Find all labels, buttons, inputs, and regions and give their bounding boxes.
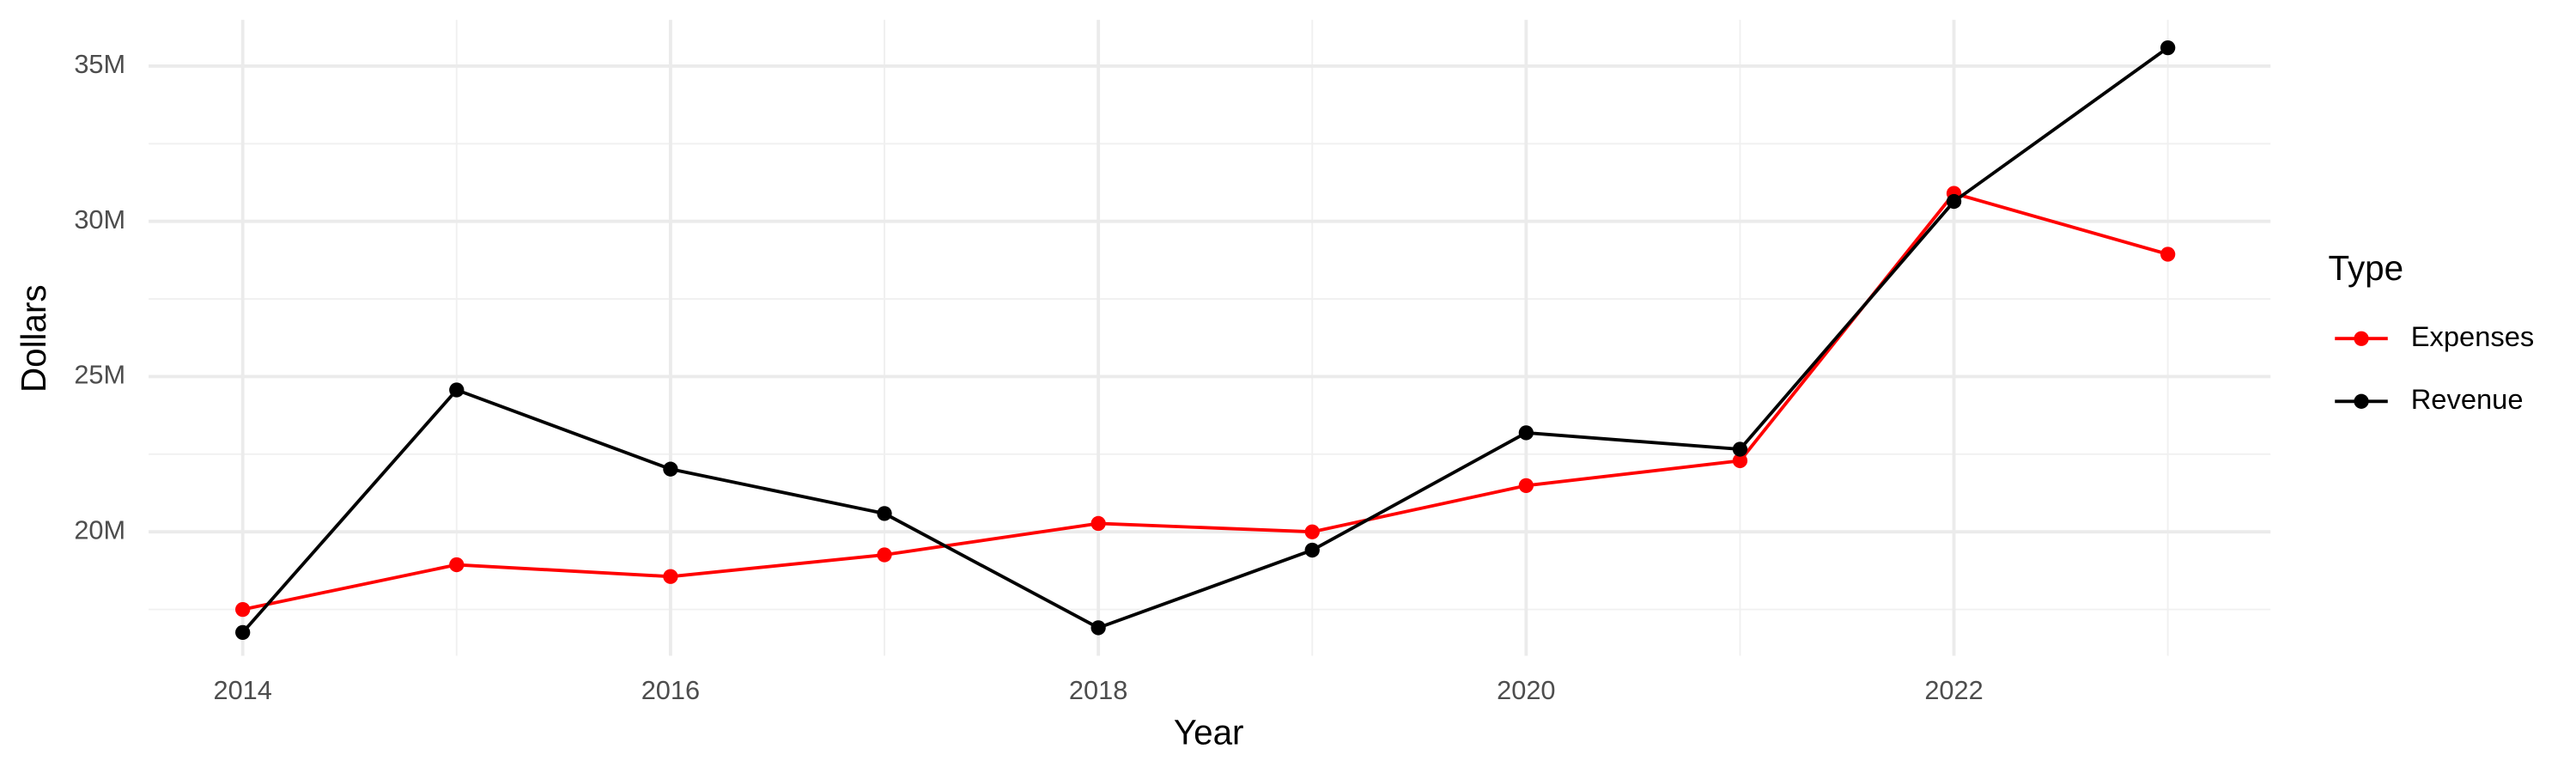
data-point: [663, 461, 678, 477]
legend-label: Expenses: [2411, 320, 2535, 352]
data-point: [1732, 441, 1748, 457]
x-tick-label: 2014: [213, 675, 271, 705]
legend-label: Revenue: [2411, 383, 2524, 415]
legend-key-point: [2354, 393, 2369, 409]
legend-title: Type: [2329, 248, 2404, 288]
data-point: [1091, 515, 1106, 532]
data-point: [663, 569, 678, 584]
series-line: [241, 46, 2169, 634]
y-tick-label: 20M: [74, 514, 125, 545]
y-axis-title: Dollars: [14, 284, 53, 393]
data-point: [449, 382, 465, 398]
legend-key-point: [2354, 331, 2369, 346]
x-tick-label: 2018: [1069, 675, 1127, 705]
data-point: [2160, 40, 2176, 56]
data-point: [1518, 478, 1534, 494]
series-line: [242, 191, 2169, 612]
data-point: [2160, 247, 2176, 262]
data-point: [1518, 425, 1534, 441]
y-tick-label: 35M: [74, 49, 125, 79]
y-tick-label: 30M: [74, 204, 125, 234]
x-tick-label: 2020: [1497, 675, 1555, 705]
data-point: [877, 506, 892, 521]
data-point: [1091, 620, 1106, 636]
data-point: [1732, 453, 1748, 469]
y-tick-label: 25M: [74, 360, 125, 390]
data-point: [235, 601, 251, 618]
data-point: [235, 624, 251, 641]
grid: 20M 25M 30M 35M 2014 2016 2018 2020 2022: [74, 20, 2271, 705]
x-axis-title: Year: [1174, 712, 1244, 752]
plot-area: [235, 40, 2176, 641]
x-tick-label: 2016: [641, 675, 700, 705]
data-point: [1946, 193, 1962, 210]
data-point: [877, 547, 892, 563]
legend: Expenses Revenue: [2335, 320, 2534, 415]
x-tick-label: 2022: [1924, 675, 1983, 705]
data-point: [1304, 524, 1320, 539]
data-point: [449, 557, 465, 573]
data-point: [1304, 542, 1320, 558]
